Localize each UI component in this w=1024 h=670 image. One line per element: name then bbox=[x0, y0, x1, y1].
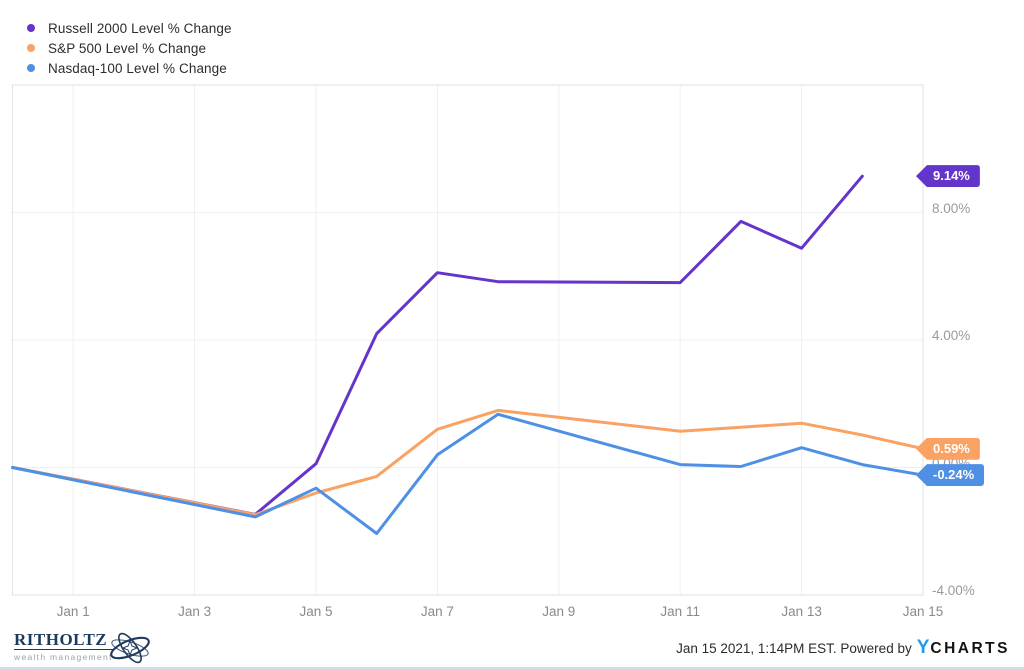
ycharts-logo-text: CHARTS bbox=[930, 640, 1010, 657]
timestamp-text: Jan 15 2021, 1:14PM EST. Powered by bbox=[676, 640, 912, 656]
x-tick-label-jan-3: Jan 3 bbox=[178, 604, 212, 619]
plot-border bbox=[12, 84, 924, 596]
legend-dot-icon bbox=[27, 64, 35, 72]
legend-item-nasdaq-100-level-change[interactable]: Nasdaq-100 Level % Change bbox=[27, 58, 232, 78]
end-value-badge-nasdaq-100-level-change: -0.24% bbox=[916, 464, 985, 487]
ritholtz-logo-title: RITHOLTZ bbox=[14, 631, 113, 650]
ritholtz-logo[interactable]: RITHOLTZ wealth management bbox=[14, 631, 153, 667]
legend-dot-icon bbox=[27, 24, 35, 32]
series-line-s-p-500-level-change bbox=[11, 408, 925, 517]
series-line-russell-2000-level-change bbox=[11, 174, 864, 516]
ycharts-y-icon: Y bbox=[916, 637, 930, 658]
y-tick-label-4: 4.00% bbox=[932, 328, 971, 343]
ritholtz-logo-subtitle: wealth management bbox=[14, 652, 113, 662]
series-line-nasdaq-100-level-change bbox=[11, 412, 925, 535]
end-value-badge-russell-2000-level-change: 9.14% bbox=[916, 165, 980, 188]
chart-attribution: Jan 15 2021, 1:14PM EST. Powered by Y CH… bbox=[676, 638, 1010, 658]
y-tick-label-8: 8.00% bbox=[932, 200, 971, 216]
chart-plot-area bbox=[11, 84, 925, 596]
legend-item-s-p-500-level-change[interactable]: S&P 500 Level % Change bbox=[27, 38, 232, 58]
legend-dot-icon bbox=[27, 44, 35, 52]
legend-label: Nasdaq-100 Level % Change bbox=[48, 60, 227, 76]
end-value-badge-s-p-500-level-change: 0.59% bbox=[916, 437, 980, 460]
ycharts-logo[interactable]: Y CHARTS bbox=[917, 638, 1010, 658]
chart-legend: Russell 2000 Level % Change S&P 500 Level… bbox=[27, 18, 232, 78]
x-tick-label-jan-7: Jan 7 bbox=[420, 604, 454, 619]
x-tick-label-jan-15: Jan 15 bbox=[902, 604, 944, 619]
x-tick-label-jan-9: Jan 9 bbox=[542, 604, 576, 619]
ritholtz-orbit-icon bbox=[109, 632, 150, 664]
legend-item-russell-2000-level-change[interactable]: Russell 2000 Level % Change bbox=[27, 18, 232, 38]
x-tick-label-jan-1: Jan 1 bbox=[56, 604, 90, 619]
x-tick-label-jan-13: Jan 13 bbox=[781, 604, 822, 619]
x-tick-label-jan-11: Jan 11 bbox=[660, 604, 700, 619]
y-tick-label--4: -4.00% bbox=[932, 583, 975, 598]
legend-label: S&P 500 Level % Change bbox=[48, 40, 207, 56]
legend-label: Russell 2000 Level % Change bbox=[48, 20, 232, 36]
x-tick-label-jan-5: Jan 5 bbox=[299, 604, 333, 619]
bottom-accent-strip bbox=[0, 667, 1024, 670]
